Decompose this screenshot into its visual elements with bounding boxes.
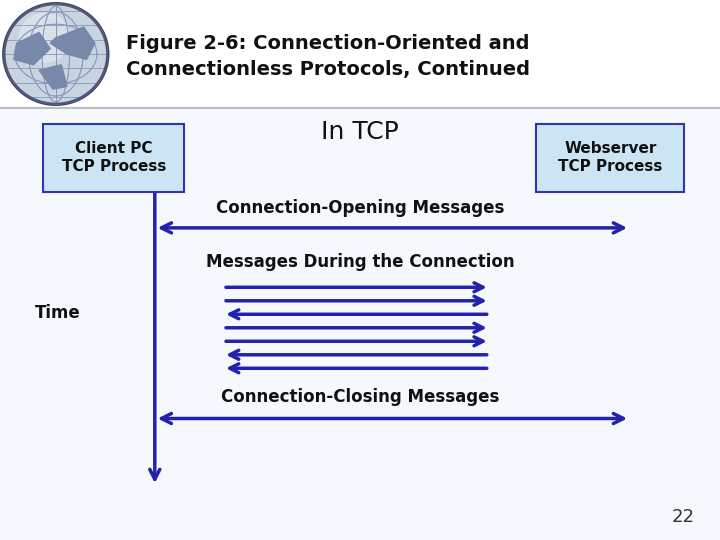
Text: Figure 2-6: Connection-Oriented and
Connectionless Protocols, Continued: Figure 2-6: Connection-Oriented and Conn…	[126, 34, 530, 79]
Polygon shape	[50, 27, 95, 59]
Text: Connection-Closing Messages: Connection-Closing Messages	[221, 388, 499, 406]
Circle shape	[19, 14, 70, 62]
Polygon shape	[14, 32, 50, 65]
Text: Client PC
TCP Process: Client PC TCP Process	[62, 141, 166, 174]
FancyBboxPatch shape	[536, 124, 684, 192]
FancyBboxPatch shape	[0, 108, 720, 540]
Text: Messages During the Connection: Messages During the Connection	[206, 253, 514, 271]
Circle shape	[3, 3, 109, 105]
FancyBboxPatch shape	[0, 0, 720, 108]
Polygon shape	[39, 65, 67, 89]
Text: Webserver
TCP Process: Webserver TCP Process	[559, 141, 662, 174]
Text: 22: 22	[672, 509, 695, 526]
FancyBboxPatch shape	[43, 124, 184, 192]
Circle shape	[4, 4, 107, 104]
Text: In TCP: In TCP	[321, 120, 399, 144]
Text: Time: Time	[35, 304, 81, 322]
Text: Connection-Opening Messages: Connection-Opening Messages	[216, 199, 504, 217]
